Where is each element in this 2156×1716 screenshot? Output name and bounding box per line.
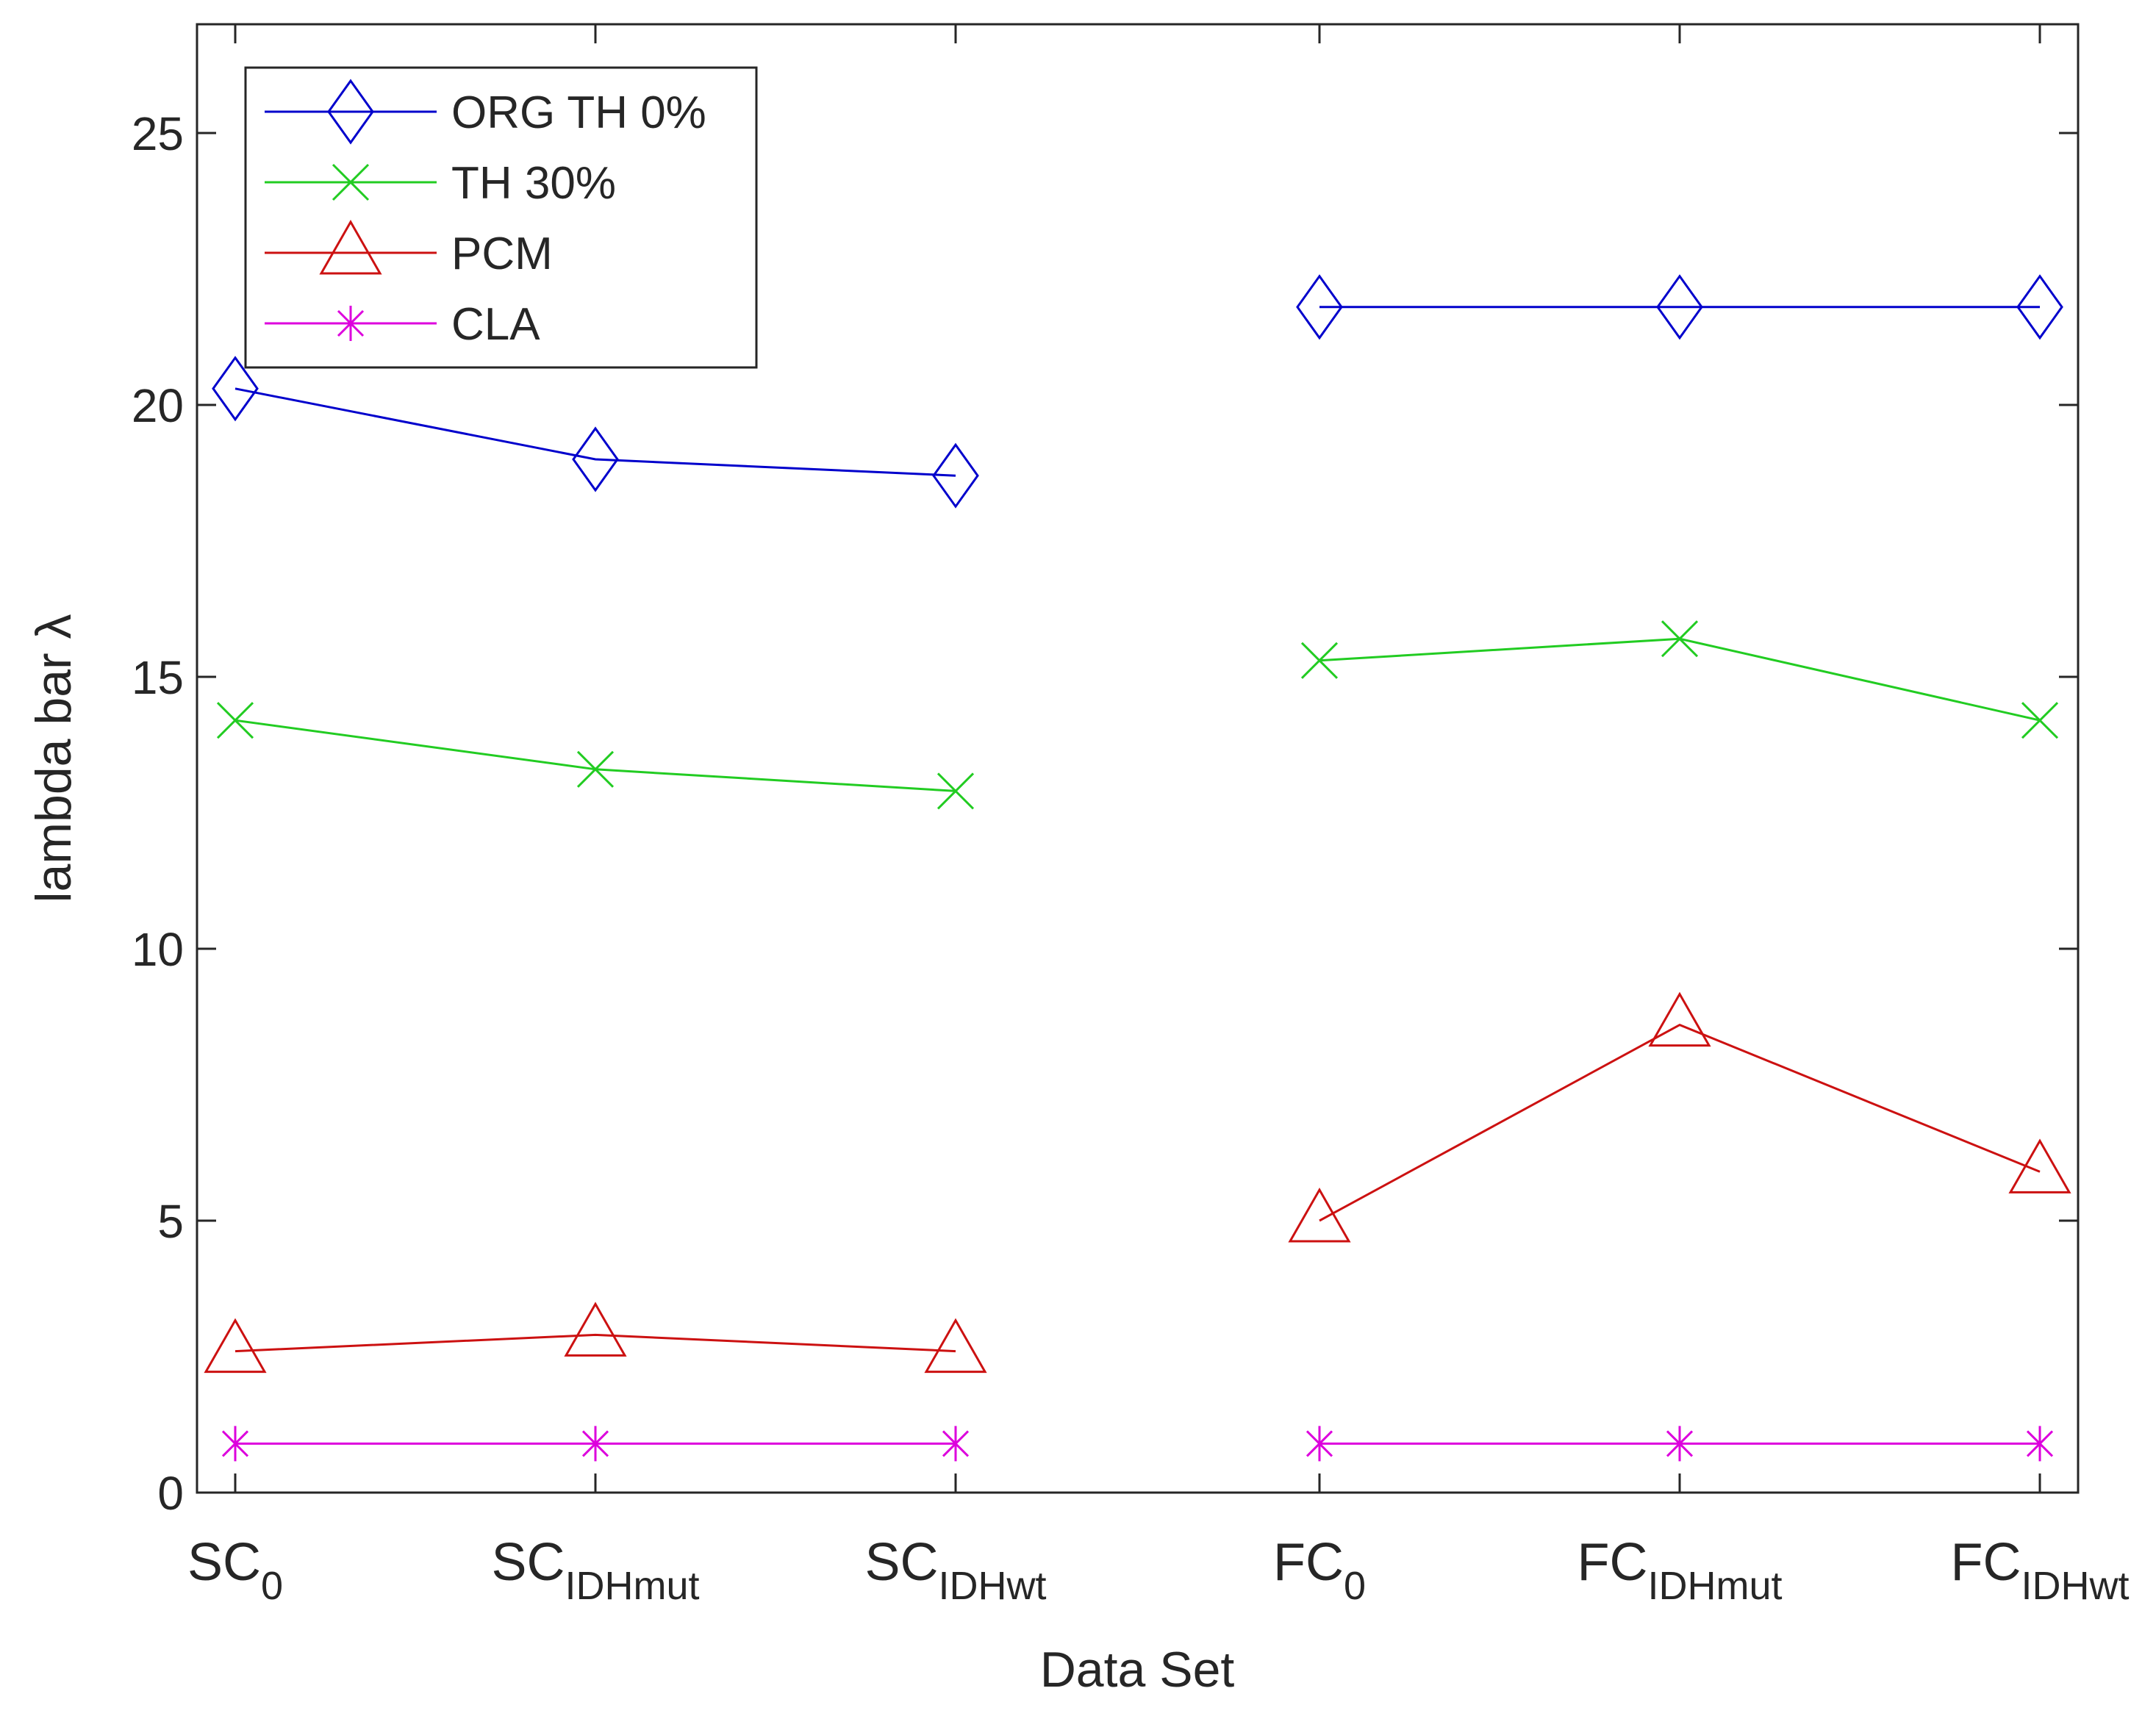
data-point-triangle [564, 1302, 627, 1357]
series-th-30 [216, 620, 2059, 810]
y-tick-label: 5 [157, 1195, 184, 1248]
legend: ORG TH 0% TH 30% PCM CLA [244, 66, 758, 369]
data-point-x [576, 750, 615, 788]
legend-label: TH 30% [451, 158, 616, 209]
legend-label: ORG TH 0% [451, 87, 706, 138]
y-axis-label: lambda bar λ [26, 614, 82, 902]
data-point-asterisk [2026, 1426, 2054, 1462]
x-tick-label: SC0 [187, 1533, 283, 1608]
data-point-x [1300, 642, 1339, 679]
data-point-triangle [204, 1318, 267, 1374]
x-tick-label: FCIDHwt [1951, 1533, 2130, 1608]
series-org-th-0 [212, 274, 2063, 509]
legend-marker-diamond [327, 79, 374, 145]
x-tick-label-sub: 0 [1344, 1564, 1366, 1608]
x-tick-label-sub: IDHwt [2021, 1564, 2129, 1608]
y-tick-label: 15 [132, 651, 184, 704]
x-tick-label-base: FC [1577, 1533, 1648, 1592]
data-point-triangle [1288, 1187, 1351, 1243]
legend-marker-x [332, 163, 370, 201]
legend-label: CLA [451, 299, 540, 350]
x-tick-label-base: SC [187, 1533, 261, 1592]
data-point-asterisk [581, 1426, 609, 1462]
x-tick-label-base: FC [1273, 1533, 1344, 1592]
x-tick-label: SCIDHmut [491, 1533, 699, 1608]
x-tick-label: FC0 [1273, 1533, 1366, 1608]
series-layer [204, 274, 2071, 1462]
data-point-diamond [212, 356, 259, 422]
x-tick-label-sub: IDHmut [1647, 1564, 1782, 1608]
series-line [1319, 1023, 2041, 1222]
data-point-diamond [572, 426, 619, 492]
x-tick-label-base: FC [1951, 1533, 2021, 1592]
y-tick-label: 25 [132, 107, 184, 160]
y-tick-label: 20 [132, 379, 184, 432]
x-tick-label: FCIDHmut [1577, 1533, 1783, 1608]
data-point-x [216, 702, 254, 739]
series-line [234, 1333, 956, 1353]
data-point-triangle [2008, 1138, 2071, 1193]
x-tick-label-base: SC [491, 1533, 565, 1592]
data-point-triangle [1648, 991, 1711, 1047]
data-point-diamond [932, 442, 979, 509]
data-point-asterisk [221, 1426, 249, 1462]
legend-box [244, 66, 758, 369]
legend-label: PCM [451, 229, 553, 279]
x-tick-label-sub: IDHwt [939, 1564, 1047, 1608]
data-point-triangle [924, 1318, 987, 1374]
legend-marker-triangle [319, 219, 382, 275]
y-tick-label: 0 [157, 1467, 184, 1520]
data-point-x [936, 772, 975, 810]
series-pcm [204, 991, 2071, 1374]
series-cla [221, 1426, 2054, 1462]
data-point-asterisk [1306, 1426, 1333, 1462]
x-axis-label: Data Set [1040, 1642, 1235, 1698]
data-point-diamond [2016, 274, 2063, 340]
data-point-asterisk [1666, 1426, 1694, 1462]
series-line [234, 387, 956, 477]
x-tick-label-sub: IDHmut [565, 1564, 700, 1608]
data-point-diamond [1296, 274, 1343, 340]
y-tick-label: 10 [132, 923, 184, 976]
data-point-asterisk [942, 1426, 970, 1462]
x-tick-label-base: SC [864, 1533, 938, 1592]
x-tick-label-sub: 0 [261, 1564, 283, 1608]
data-point-diamond [1656, 274, 1703, 340]
legend-marker-asterisk [337, 306, 365, 341]
x-tick-label: SCIDHwt [864, 1533, 1046, 1608]
data-point-x [2021, 702, 2059, 739]
data-point-x [1661, 620, 1699, 658]
